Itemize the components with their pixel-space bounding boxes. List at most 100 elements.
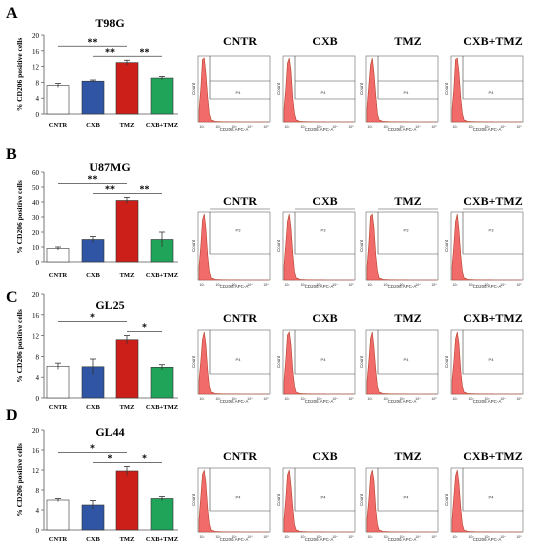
flow-tick-label: 10¹ — [452, 535, 458, 539]
flow-tick-label: 10¹ — [199, 535, 205, 539]
flow-y-axis-label: Count — [191, 82, 196, 95]
category-label: TMZ — [120, 272, 135, 279]
y-axis-label: % CD206 positive cells — [15, 38, 24, 112]
flow-tick-label: 10³ — [231, 125, 237, 129]
bar-cntr — [46, 365, 70, 399]
flow-tick-label: 10³ — [316, 535, 322, 539]
flow-tick-label: 10² — [468, 397, 474, 401]
histogram-curve — [366, 213, 437, 281]
flow-histogram-2: CXB P4 10¹ 10² 10³ 10⁴ 10⁵ CD206 APC-A Count — [276, 34, 356, 132]
flow-tick-label: 10¹ — [199, 125, 205, 129]
flow-x-axis-label: CD206 APC-A — [305, 284, 334, 289]
category-label: CXB+TMZ — [146, 122, 178, 129]
y-tick-label: 0 — [36, 111, 40, 119]
panel-letter: D — [6, 407, 18, 424]
gate-box — [209, 212, 270, 255]
category-label: CXB+TMZ — [146, 536, 178, 543]
category-label: CNTR — [49, 404, 68, 411]
flow-tick-label: 10³ — [399, 397, 405, 401]
gate-box — [462, 330, 523, 375]
panel-c: C GL25 0 4 8 12 16 20 % CD206 positive cells CNTR… — [6, 289, 524, 411]
histogram-curve — [198, 331, 269, 395]
flow-title: TMZ — [394, 194, 421, 208]
bar-tmz — [115, 200, 139, 263]
gate-box — [209, 56, 270, 100]
bar-tmz — [115, 339, 139, 399]
gate-box — [377, 212, 438, 255]
gate-label: P4 — [404, 90, 410, 95]
gate-box — [294, 330, 355, 375]
flow-tick-label: 10³ — [484, 125, 490, 129]
flow-tick-label: 10⁵ — [516, 283, 522, 287]
flow-y-axis-label: Count — [276, 493, 281, 506]
flow-tick-label: 10³ — [399, 283, 405, 287]
flow-title: CXB+TMZ — [463, 34, 523, 48]
flow-tick-label: 10⁴ — [415, 397, 421, 401]
y-tick-label: 20 — [32, 427, 40, 435]
gate-label: P4 — [489, 90, 495, 95]
gate-box — [294, 468, 355, 512]
y-tick-label: 8 — [36, 487, 40, 495]
flow-x-axis-label: CD206 APC-A — [388, 399, 417, 404]
flow-tick-label: 10² — [383, 283, 389, 287]
panel-letter: A — [6, 5, 18, 22]
flow-tick-label: 10⁴ — [332, 535, 338, 539]
flow-title: CNTR — [223, 449, 257, 463]
y-tick-label: 10 — [32, 244, 40, 252]
flow-tick-label: 10³ — [231, 397, 237, 401]
y-tick-label: 50 — [32, 184, 40, 192]
gate-box — [294, 56, 355, 100]
flow-tick-label: 10⁴ — [332, 125, 338, 129]
panel-title: U87MG — [89, 160, 130, 174]
bar-tmz — [115, 62, 139, 115]
category-label: TMZ — [120, 122, 135, 129]
flow-tick-label: 10⁴ — [247, 397, 253, 401]
flow-title: TMZ — [394, 311, 421, 325]
category-label: CNTR — [49, 272, 68, 279]
panel-title: GL25 — [95, 298, 124, 312]
flow-histogram-2: CXB P4 10¹ 10² 10³ 10⁴ 10⁵ CD206 APC-A Count — [276, 311, 356, 404]
flow-x-axis-label: CD206 APC-A — [473, 399, 502, 404]
flow-x-axis-label: CD206 APC-A — [473, 537, 502, 542]
flow-tick-label: 10³ — [231, 535, 237, 539]
flow-tick-label: 10⁴ — [247, 535, 253, 539]
significance-label: * — [142, 454, 147, 465]
y-tick-label: 4 — [36, 507, 40, 515]
gate-label: P4 — [404, 357, 410, 362]
flow-tick-label: 10¹ — [367, 283, 373, 287]
category-label: TMZ — [120, 536, 135, 543]
gate-label: P4 — [489, 495, 495, 500]
flow-tick-label: 10⁵ — [263, 397, 269, 401]
flow-x-axis-label: CD206 APC-A — [473, 127, 502, 132]
category-label: CXB+TMZ — [146, 272, 178, 279]
y-tick-label: 8 — [36, 353, 40, 361]
panel-title: GL44 — [95, 425, 124, 439]
significance-label: ** — [105, 47, 115, 58]
flow-x-axis-label: CD206 APC-A — [220, 127, 249, 132]
gate-label: P4 — [236, 357, 242, 362]
gate-box — [377, 330, 438, 375]
category-label: CNTR — [49, 536, 68, 543]
flow-y-axis-label: Count — [444, 239, 449, 252]
flow-x-axis-label: CD206 APC-A — [388, 537, 417, 542]
flow-tick-label: 10⁵ — [348, 125, 354, 129]
significance-label: ** — [105, 185, 115, 196]
flow-tick-label: 10⁵ — [348, 535, 354, 539]
flow-tick-label: 10⁵ — [516, 125, 522, 129]
flow-x-axis-label: CD206 APC-A — [305, 399, 334, 404]
histogram-curve — [198, 213, 269, 281]
bar-cxb-tmz — [150, 77, 174, 115]
flow-histogram-2: CXB P4 10¹ 10² 10³ 10⁴ 10⁵ CD206 APC-A Count — [276, 449, 356, 542]
flow-tick-label: 10⁴ — [332, 397, 338, 401]
flow-tick-label: 10⁵ — [431, 125, 437, 129]
panel-a: A T98G 0 4 8 12 16 20 % CD206 positive cells CNTR… — [6, 5, 524, 132]
flow-histogram-4: CXB+TMZ P4 10¹ 10² 10³ 10⁴ 10⁵ CD206 APC-A Count — [444, 34, 524, 132]
flow-y-axis-label: Count — [359, 82, 364, 95]
flow-tick-label: 10³ — [484, 535, 490, 539]
y-tick-label: 20 — [32, 229, 40, 237]
significance-label: * — [90, 313, 95, 324]
gate-label: P4 — [489, 357, 495, 362]
flow-histogram-4: CXB+TMZ P3 10¹ 10² 10³ 10⁴ 10⁵ CD206 APC-A Count — [444, 194, 524, 289]
flow-histogram-2: CXB P3 10¹ 10² 10³ 10⁴ 10⁵ CD206 APC-A Count — [276, 194, 356, 289]
category-label: CXB — [86, 272, 100, 279]
